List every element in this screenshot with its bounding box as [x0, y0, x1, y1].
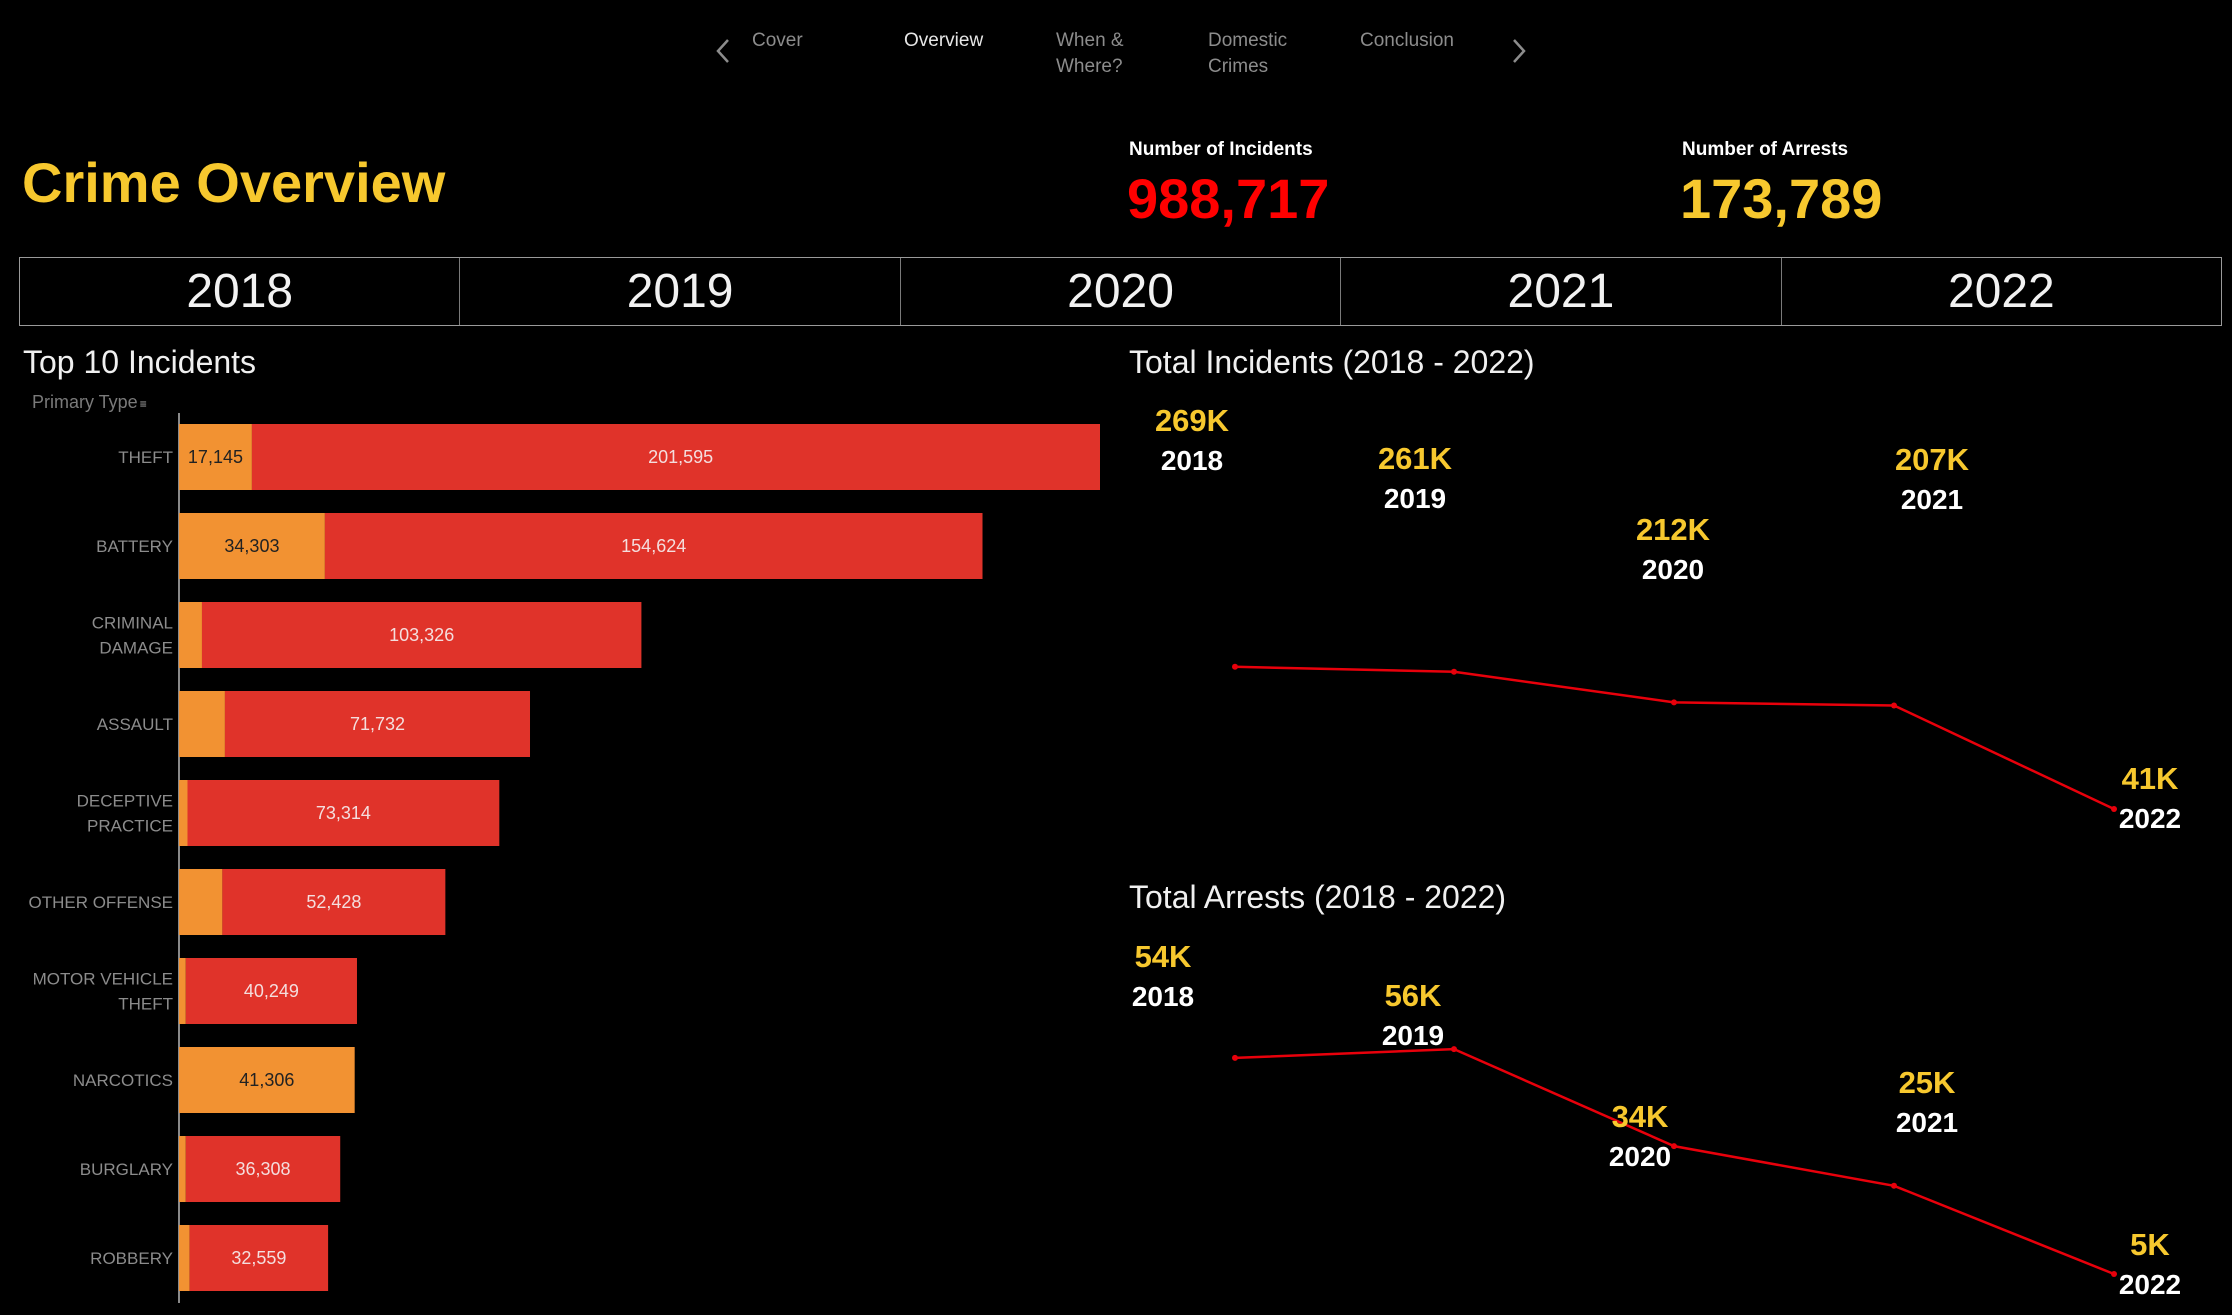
- year-filter-2019[interactable]: 2019: [460, 258, 901, 325]
- incident-bar[interactable]: [324, 513, 983, 579]
- incident-bar-label: 40,249: [244, 981, 299, 1001]
- category-label: ROBBERY: [90, 1249, 173, 1268]
- category-label: MOTOR VEHICLE THEFT: [33, 970, 173, 1014]
- value-label: 5K: [2130, 1227, 2170, 1262]
- year-label: 2019: [1382, 1020, 1444, 1051]
- value-label: 269K: [1155, 403, 1230, 438]
- value-label: 54K: [1135, 939, 1192, 974]
- year-label: 2022: [2119, 1269, 2181, 1300]
- total-incidents-title: Total Incidents (2018 - 2022): [1129, 344, 1535, 380]
- incident-bar-label: 71,732: [350, 714, 405, 734]
- value-label: 207K: [1895, 442, 1970, 477]
- arrest-bar-label: 34,303: [224, 536, 279, 556]
- arrests-kpi-label: Number of Arrests: [1682, 139, 1849, 160]
- category-label: ASSAULT: [97, 715, 173, 734]
- incident-bar[interactable]: [185, 958, 357, 1024]
- year-label: 2020: [1642, 554, 1704, 585]
- category-label: DECEPTIVE PRACTICE: [77, 792, 173, 836]
- data-point[interactable]: [2111, 806, 2117, 812]
- category-label: BURGLARY: [80, 1160, 173, 1179]
- year-filter-2020[interactable]: 2020: [901, 258, 1342, 325]
- top-incidents-bar-chart: THEFT 17,145 201,595 BATTERY 34,303 154,624 CR…: [28, 413, 1100, 1303]
- series-line: [1234, 1047, 2115, 1276]
- incident-bar[interactable]: [201, 602, 642, 668]
- data-point[interactable]: [1891, 1182, 1897, 1189]
- data-point[interactable]: [1671, 699, 1677, 706]
- arrest-bar[interactable]: [179, 1225, 190, 1291]
- incident-bar-label: 154,624: [621, 536, 686, 556]
- category-label: BATTERY: [96, 537, 173, 556]
- incident-bar[interactable]: [185, 1136, 341, 1202]
- arrest-bar[interactable]: [179, 691, 225, 757]
- total-arrests-title: Total Arrests (2018 - 2022): [1129, 879, 1507, 915]
- data-point[interactable]: [1232, 1054, 1238, 1061]
- top-incidents-title: Top 10 Incidents: [23, 344, 257, 380]
- incidents-kpi-value: 988,717: [1127, 167, 1330, 230]
- incident-bar-label: 52,428: [306, 892, 361, 912]
- value-label: 212K: [1636, 512, 1711, 547]
- value-label: 56K: [1385, 978, 1442, 1013]
- incident-bar[interactable]: [189, 1225, 329, 1291]
- incident-bar-label: 201,595: [648, 447, 713, 467]
- year-label: 2021: [1901, 484, 1963, 515]
- year-label: 2018: [1132, 981, 1194, 1012]
- series-line: [1234, 665, 2115, 811]
- incident-bar[interactable]: [187, 780, 500, 846]
- arrest-bar[interactable]: [179, 1136, 186, 1202]
- value-label: 261K: [1378, 441, 1453, 476]
- value-label: 34K: [1612, 1099, 1669, 1134]
- year-label: 2018: [1161, 445, 1223, 476]
- data-point[interactable]: [1451, 1046, 1457, 1053]
- category-label: NARCOTICS: [73, 1071, 173, 1090]
- arrest-bar[interactable]: [179, 869, 223, 935]
- nav-tab-when-where[interactable]: When & Where?: [1056, 30, 1124, 77]
- nav-tab-cover[interactable]: Cover: [752, 30, 803, 51]
- data-point[interactable]: [1671, 1143, 1677, 1150]
- year-filter-2022[interactable]: 2022: [1947, 265, 2055, 318]
- arrest-bar-label: 41,306: [239, 1070, 294, 1090]
- incident-bar-label: 73,314: [316, 803, 371, 823]
- nav-tab-domestic-crimes[interactable]: Domestic Crimes: [1208, 30, 1288, 77]
- category-label: CRIMINAL DAMAGE: [92, 614, 173, 658]
- primary-type-axis-label: Primary Type ≡: [32, 392, 147, 412]
- data-point[interactable]: [1232, 663, 1238, 670]
- year-label: 2020: [1609, 1141, 1671, 1172]
- year-label: 2022: [2119, 803, 2181, 834]
- chevron-right-icon[interactable]: [1508, 36, 1528, 63]
- arrests-kpi-value: 173,789: [1680, 167, 1883, 230]
- year-filter: 2018 2019 2020 2021 2022: [19, 257, 2222, 326]
- arrest-bar[interactable]: [179, 424, 252, 490]
- incident-bar[interactable]: [224, 691, 531, 757]
- year-filter-2018[interactable]: 2018: [20, 258, 461, 325]
- page-title: Crime Overview: [22, 151, 446, 214]
- arrest-bar[interactable]: [179, 958, 186, 1024]
- data-point[interactable]: [2111, 1271, 2117, 1277]
- sort-icon[interactable]: ≡: [139, 397, 147, 411]
- total-incidents-line-chart: 269K 2018 261K 2019 212K 2020 207K 2021 41K 2022: [1155, 403, 2181, 834]
- incident-bar-label: 32,559: [231, 1248, 286, 1268]
- category-label: OTHER OFFENSE: [28, 893, 173, 912]
- total-arrests-line-chart: 54K 2018 56K 2019 34K 2020 25K 2021 5K 2022: [1132, 939, 2181, 1300]
- arrest-bar-label: 17,145: [188, 447, 243, 467]
- data-point[interactable]: [1891, 702, 1897, 709]
- data-point[interactable]: [1451, 668, 1457, 675]
- year-label: 2021: [1896, 1107, 1958, 1138]
- arrest-bar[interactable]: [179, 1047, 355, 1113]
- value-label: 25K: [1899, 1065, 1956, 1100]
- incident-bar-label: 103,326: [389, 625, 454, 645]
- nav-tab-overview[interactable]: Overview: [904, 30, 984, 51]
- incident-bar[interactable]: [251, 424, 1100, 490]
- year-filter-2021[interactable]: 2021: [1341, 258, 1782, 325]
- year-label: 2019: [1384, 483, 1446, 514]
- arrest-bar[interactable]: [179, 780, 188, 846]
- category-label: THEFT: [118, 448, 173, 467]
- value-label: 41K: [2122, 761, 2179, 796]
- arrest-bar[interactable]: [179, 602, 202, 668]
- incident-bar[interactable]: [222, 869, 446, 935]
- incidents-kpi-label: Number of Incidents: [1129, 139, 1313, 160]
- chevron-left-icon[interactable]: [714, 36, 734, 63]
- incident-bar-label: 36,308: [235, 1159, 290, 1179]
- nav-tab-conclusion[interactable]: Conclusion: [1360, 30, 1454, 51]
- arrest-bar[interactable]: [179, 513, 325, 579]
